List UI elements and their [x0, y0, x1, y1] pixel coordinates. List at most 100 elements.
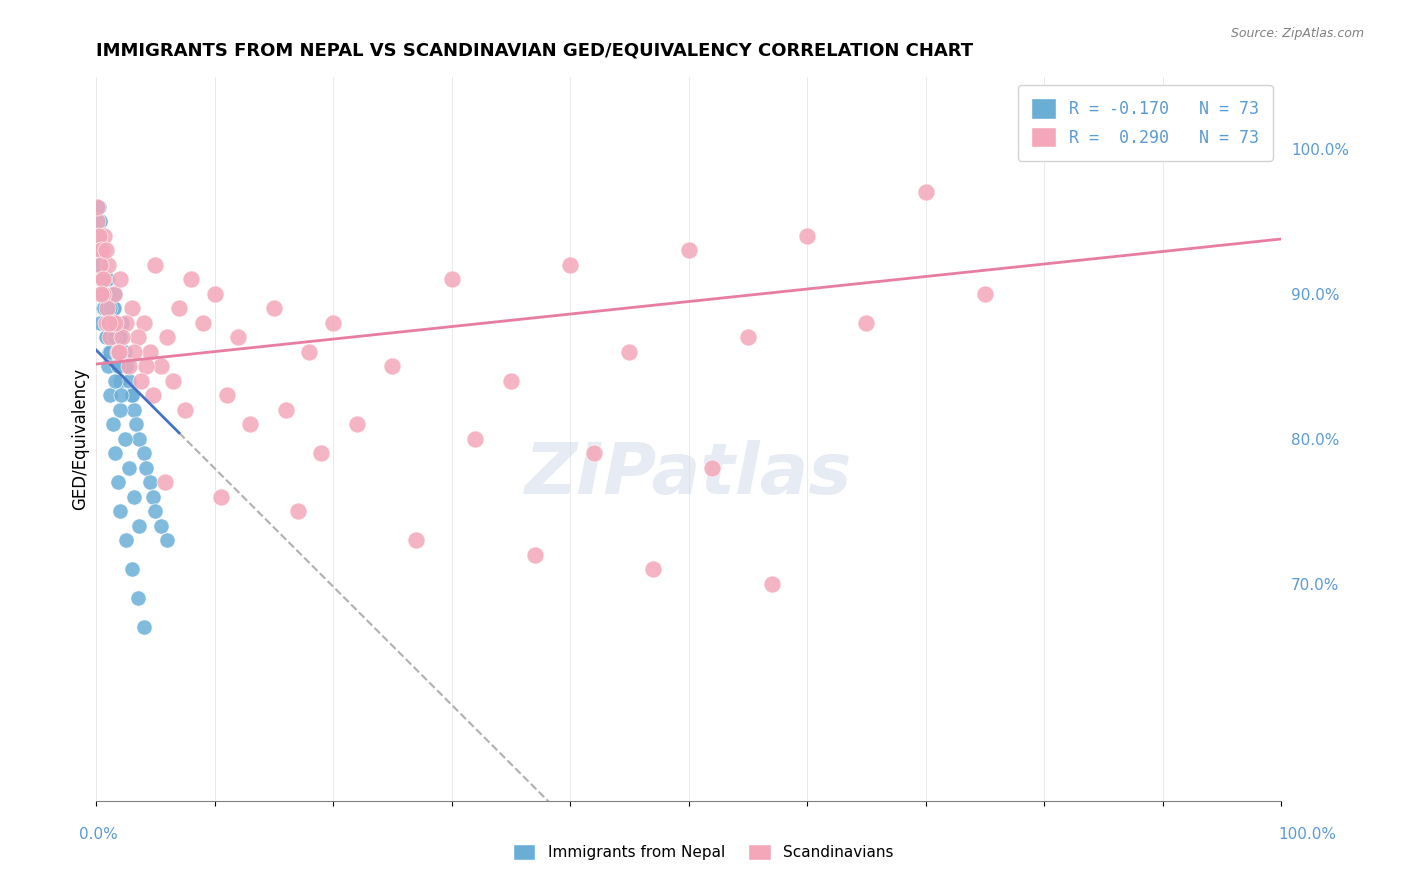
Point	[298, 344, 321, 359]
Point	[108, 504, 131, 518]
Point	[108, 402, 131, 417]
Point	[90, 244, 112, 258]
Point	[381, 359, 404, 374]
Point	[97, 258, 120, 272]
Point	[128, 432, 150, 446]
Point	[98, 344, 121, 359]
Point	[121, 301, 143, 316]
Point	[204, 286, 226, 301]
Point	[97, 286, 120, 301]
Point	[135, 359, 157, 374]
Point	[97, 272, 120, 286]
Point	[96, 272, 118, 286]
Point	[91, 244, 114, 258]
Point	[107, 344, 129, 359]
Point	[122, 490, 145, 504]
Point	[702, 460, 724, 475]
Point	[643, 562, 665, 576]
Point	[86, 214, 108, 228]
Text: 100.0%: 100.0%	[1278, 827, 1337, 841]
Point	[215, 388, 238, 402]
Point	[90, 244, 112, 258]
Point	[94, 316, 117, 330]
Point	[89, 316, 111, 330]
Point	[110, 388, 132, 402]
Point	[132, 316, 155, 330]
Point	[90, 258, 112, 272]
Point	[156, 330, 179, 344]
Point	[118, 460, 141, 475]
Point	[973, 286, 995, 301]
Point	[104, 446, 127, 460]
Point	[135, 460, 157, 475]
Text: Source: ZipAtlas.com: Source: ZipAtlas.com	[1230, 27, 1364, 40]
Legend: Immigrants from Nepal, Scandinavians: Immigrants from Nepal, Scandinavians	[506, 838, 900, 866]
Point	[107, 344, 129, 359]
Point	[96, 301, 118, 316]
Point	[228, 330, 250, 344]
Point	[87, 200, 110, 214]
Point	[94, 244, 117, 258]
Point	[91, 244, 114, 258]
Point	[105, 344, 128, 359]
Point	[108, 330, 131, 344]
Point	[87, 228, 110, 243]
Point	[91, 272, 114, 286]
Point	[103, 301, 125, 316]
Point	[103, 330, 125, 344]
Point	[118, 374, 141, 388]
Point	[90, 286, 112, 301]
Point	[118, 359, 141, 374]
Point	[89, 214, 111, 228]
Point	[311, 446, 333, 460]
Point	[91, 286, 114, 301]
Point	[855, 316, 877, 330]
Point	[142, 388, 165, 402]
Point	[104, 286, 127, 301]
Point	[114, 432, 136, 446]
Point	[560, 258, 582, 272]
Point	[96, 330, 118, 344]
Point	[167, 301, 190, 316]
Point	[796, 228, 818, 243]
Point	[107, 359, 129, 374]
Point	[132, 446, 155, 460]
Point	[91, 286, 114, 301]
Point	[114, 359, 136, 374]
Point	[103, 316, 125, 330]
Point	[104, 374, 127, 388]
Point	[89, 244, 111, 258]
Text: ZIPatlas: ZIPatlas	[524, 441, 852, 509]
Point	[145, 504, 167, 518]
Point	[93, 272, 115, 286]
Point	[114, 316, 136, 330]
Point	[523, 548, 546, 562]
Point	[107, 359, 129, 374]
Point	[93, 301, 115, 316]
Point	[114, 344, 136, 359]
Point	[464, 432, 486, 446]
Point	[499, 374, 522, 388]
Point	[121, 388, 143, 402]
Point	[405, 533, 427, 547]
Point	[239, 417, 262, 432]
Point	[582, 446, 605, 460]
Point	[346, 417, 368, 432]
Legend: R = -0.170   N = 73, R =  0.290   N = 73: R = -0.170 N = 73, R = 0.290 N = 73	[1018, 85, 1272, 161]
Point	[174, 402, 197, 417]
Point	[100, 316, 122, 330]
Point	[101, 301, 124, 316]
Point	[122, 402, 145, 417]
Point	[86, 200, 108, 214]
Point	[138, 475, 160, 490]
Point	[90, 286, 112, 301]
Point	[150, 359, 173, 374]
Point	[737, 330, 759, 344]
Text: IMMIGRANTS FROM NEPAL VS SCANDINAVIAN GED/EQUIVALENCY CORRELATION CHART: IMMIGRANTS FROM NEPAL VS SCANDINAVIAN GE…	[96, 42, 973, 60]
Point	[114, 533, 136, 547]
Point	[94, 316, 117, 330]
Point	[150, 518, 173, 533]
Point	[322, 316, 344, 330]
Point	[162, 374, 184, 388]
Point	[180, 272, 202, 286]
